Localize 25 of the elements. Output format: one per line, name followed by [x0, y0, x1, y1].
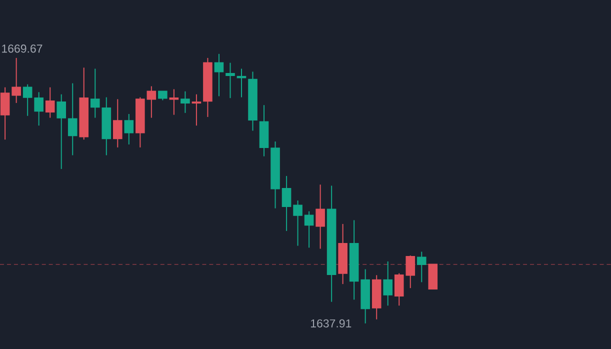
candlestick: [124, 113, 134, 145]
text: 1669.67: [2, 44, 42, 53]
candlestick: [34, 92, 44, 126]
candlestick: [383, 260, 393, 306]
candlestick: [90, 68, 100, 118]
candlestick: [12, 57, 21, 104]
candlestick: [146, 86, 156, 118]
candlestick: [293, 200, 302, 246]
candlestick: [113, 98, 122, 148]
candlestick: [56, 94, 66, 170]
candlestick: [236, 68, 246, 98]
candlestick: [0, 86, 10, 140]
candlestick: [192, 94, 202, 126]
candlestick: [22, 84, 32, 116]
candlestick: [45, 86, 55, 118]
candlestick: [304, 210, 314, 248]
candlestick: [282, 175, 292, 232]
candlestick: [316, 184, 325, 250]
candlestick: [169, 88, 179, 116]
annotation: 1637.91: [310, 319, 352, 328]
candlestick: [226, 62, 235, 99]
candlestick: [214, 53, 224, 97]
candlestick: [416, 251, 426, 283]
candlestick: [68, 82, 78, 156]
candlestick: [180, 90, 190, 114]
